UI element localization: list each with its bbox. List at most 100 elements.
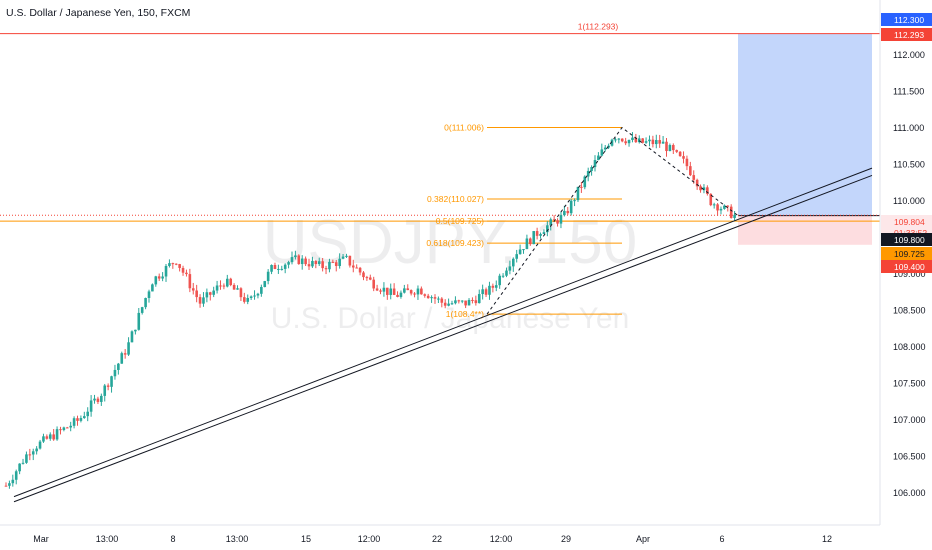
candle-body bbox=[21, 462, 25, 464]
candle-body bbox=[52, 434, 55, 440]
candle-body bbox=[195, 290, 198, 298]
y-tick-label: 112.000 bbox=[893, 50, 925, 60]
price-badge-entry bbox=[881, 233, 932, 246]
candle-body bbox=[501, 275, 505, 277]
candle-body bbox=[151, 284, 154, 292]
candle-body bbox=[171, 263, 175, 265]
candle-body bbox=[137, 312, 141, 330]
candle-body bbox=[494, 285, 498, 288]
candle-body bbox=[334, 262, 338, 266]
candle-body bbox=[654, 140, 658, 145]
candle-body bbox=[28, 454, 32, 456]
candle-body bbox=[389, 288, 393, 295]
price-badge-upper bbox=[881, 13, 932, 26]
candle-body bbox=[511, 258, 515, 267]
candle-body bbox=[498, 275, 501, 286]
candle-body bbox=[443, 302, 447, 306]
candle-body bbox=[144, 297, 147, 308]
candle-body bbox=[351, 265, 355, 268]
candle-body bbox=[253, 295, 256, 297]
candle-body bbox=[423, 294, 427, 296]
target-zone bbox=[738, 33, 872, 216]
candle-body bbox=[246, 298, 250, 302]
candle-body bbox=[576, 186, 580, 201]
candle-body bbox=[219, 285, 222, 287]
candle-body bbox=[229, 278, 233, 286]
candle-body bbox=[454, 300, 457, 304]
candle-body bbox=[263, 281, 267, 287]
candle-body bbox=[539, 233, 542, 236]
candle-body bbox=[18, 463, 21, 472]
candle-body bbox=[168, 263, 171, 266]
candle-body bbox=[529, 238, 532, 245]
candle-body bbox=[134, 329, 137, 332]
candle-body bbox=[86, 411, 90, 417]
candle-body bbox=[260, 286, 263, 294]
candle-body bbox=[614, 139, 617, 141]
candle-body bbox=[457, 300, 461, 302]
price-badge-text: 109.800 bbox=[894, 235, 925, 245]
candle-body bbox=[573, 200, 576, 202]
candle-body bbox=[113, 369, 117, 377]
price-badge-stop bbox=[881, 260, 932, 273]
candle-body bbox=[25, 454, 28, 463]
candle-body bbox=[675, 150, 679, 152]
candle-body bbox=[35, 448, 38, 452]
candle-body bbox=[631, 137, 634, 140]
candle-body bbox=[42, 436, 45, 442]
candle-body bbox=[542, 232, 546, 234]
candle-body bbox=[147, 291, 151, 298]
candle-body bbox=[505, 270, 508, 276]
candle-body bbox=[375, 288, 379, 291]
candle-body bbox=[358, 267, 362, 273]
candle-body bbox=[403, 288, 406, 293]
candle-body bbox=[266, 271, 270, 282]
candle-body bbox=[287, 262, 290, 265]
candle-body bbox=[362, 272, 365, 278]
candle-body bbox=[409, 290, 413, 294]
candle-body bbox=[563, 210, 566, 216]
candle-body bbox=[559, 215, 563, 224]
candle-body bbox=[603, 147, 607, 150]
candle-body bbox=[651, 139, 655, 145]
candle-body bbox=[610, 139, 614, 146]
candle-body bbox=[239, 288, 243, 298]
trendline bbox=[13, 167, 873, 498]
candle-body bbox=[304, 258, 307, 265]
candle-body bbox=[208, 292, 212, 295]
candle-body bbox=[406, 288, 410, 291]
y-tick-label: 107.500 bbox=[893, 379, 926, 389]
candle-body bbox=[549, 219, 553, 226]
candles bbox=[4, 132, 736, 489]
candle-body bbox=[324, 268, 328, 270]
candle-body bbox=[695, 179, 699, 187]
candle-body bbox=[164, 265, 168, 277]
candle-body bbox=[280, 268, 284, 270]
price-badge-text: 112.300 bbox=[894, 15, 924, 25]
candle-body bbox=[430, 297, 433, 299]
y-tick-label: 108.500 bbox=[893, 306, 926, 316]
candle-body bbox=[440, 298, 444, 303]
candle-body bbox=[532, 231, 536, 245]
candle-body bbox=[648, 139, 651, 142]
candle-body bbox=[729, 206, 733, 218]
x-tick-label: 12:00 bbox=[358, 534, 381, 544]
candle-body bbox=[212, 290, 215, 295]
candle-body bbox=[232, 285, 236, 290]
candle-body bbox=[202, 297, 205, 304]
candle-body bbox=[620, 138, 624, 142]
candle-body bbox=[69, 425, 72, 428]
candle-body bbox=[709, 193, 713, 206]
x-tick-label: 13:00 bbox=[96, 534, 119, 544]
candle-body bbox=[515, 254, 518, 259]
candle-body bbox=[120, 353, 124, 364]
target-line-label: 1(112.293) bbox=[578, 22, 619, 32]
candle-body bbox=[72, 418, 76, 426]
candle-body bbox=[314, 260, 318, 265]
candle-body bbox=[634, 137, 638, 143]
candle-body bbox=[222, 285, 226, 287]
y-tick-label: 106.000 bbox=[893, 488, 926, 498]
fib-level-label: 1(108.4**) bbox=[446, 309, 484, 319]
candle-body bbox=[273, 264, 277, 269]
